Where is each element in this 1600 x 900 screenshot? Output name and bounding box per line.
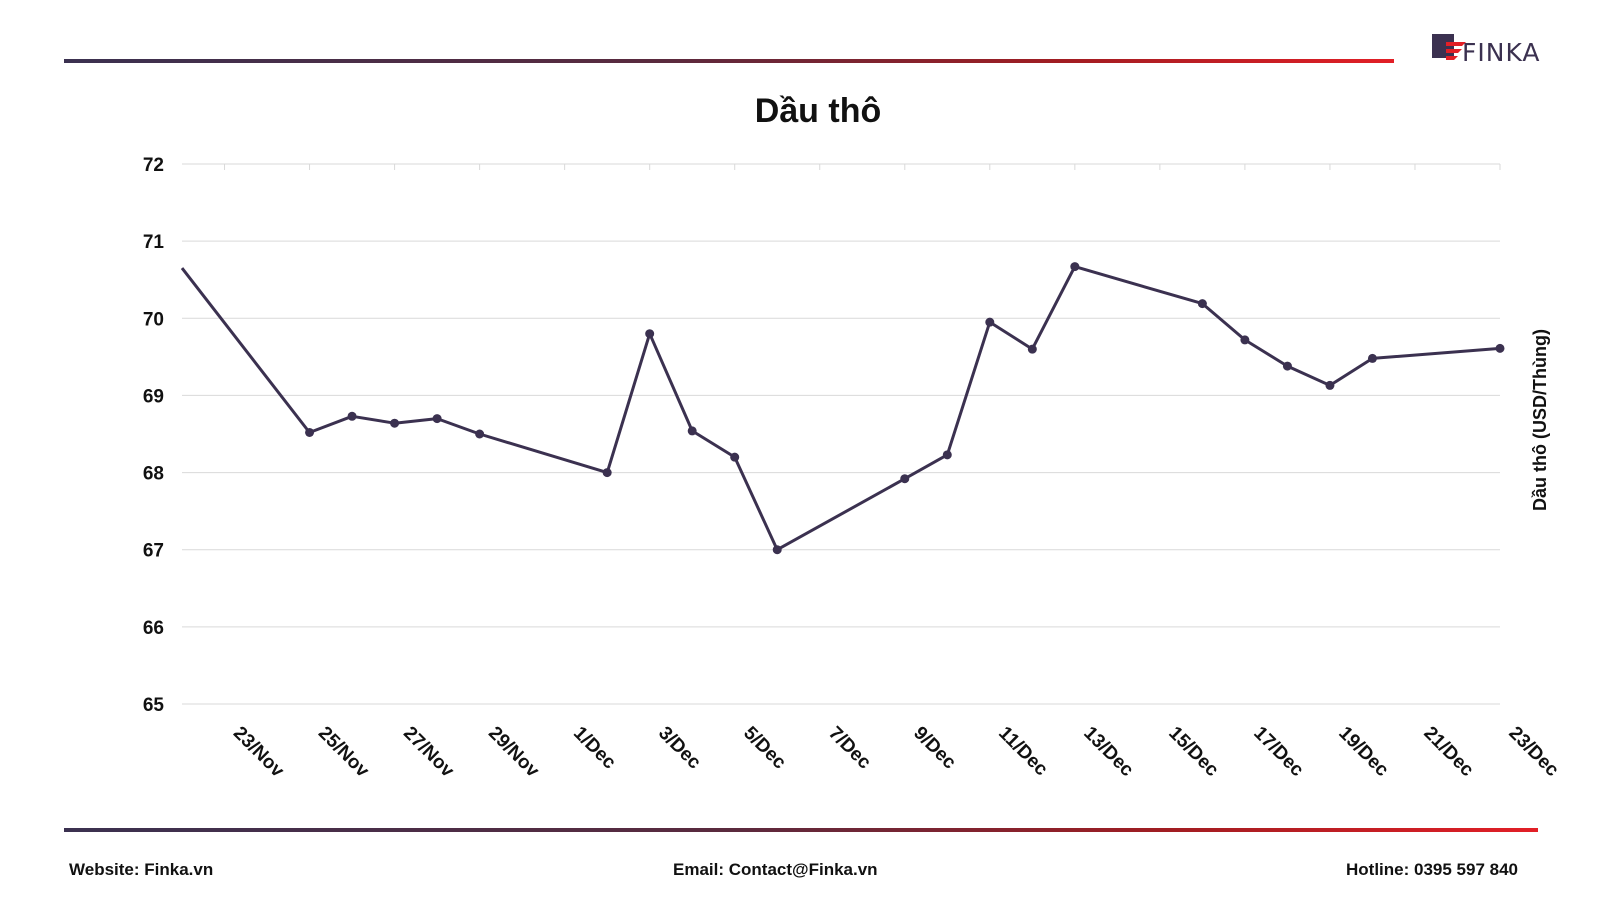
data-point xyxy=(772,545,782,555)
footer-hotline: Hotline: 0395 597 840 xyxy=(1346,860,1518,879)
data-point xyxy=(305,427,315,437)
y-tick-label: 67 xyxy=(143,541,164,562)
y-tick-label: 69 xyxy=(143,386,164,407)
line-chart: Dầu thô 65 66 67 68 69 70 71 72 23/Nov 25/Nov 27/… xyxy=(143,92,1563,782)
x-tick-label: 5/Dec xyxy=(739,723,790,774)
grid-lines xyxy=(182,163,1501,705)
data-point xyxy=(1282,361,1292,371)
x-tick-label: 25/Nov xyxy=(314,723,373,782)
data-point xyxy=(1197,299,1207,309)
data-point xyxy=(1367,353,1377,363)
data-point xyxy=(347,411,357,421)
y-tick-label: 70 xyxy=(143,309,164,330)
data-point xyxy=(475,429,485,439)
logo-text: FINKA xyxy=(1462,38,1541,67)
y-tick-label: 72 xyxy=(143,155,164,176)
x-tick-label: 9/Dec xyxy=(909,723,960,774)
x-tick-label: 23/Nov xyxy=(229,723,288,782)
footer-divider xyxy=(64,828,1538,832)
y-tick-label: 68 xyxy=(143,464,164,485)
x-tick-label: 15/Dec xyxy=(1164,723,1222,781)
data-point xyxy=(942,450,952,460)
x-tick-label: 29/Nov xyxy=(484,723,543,782)
data-point xyxy=(1325,380,1335,390)
chart-title: Dầu thô xyxy=(755,92,882,130)
y-tick-label: 66 xyxy=(143,618,164,639)
footer-email[interactable]: Email: Contact@Finka.vn xyxy=(673,860,878,879)
x-tick-label: 23/Dec xyxy=(1504,723,1562,781)
data-point xyxy=(1240,335,1250,345)
x-grid-ticks xyxy=(224,164,1501,170)
data-point xyxy=(985,317,995,327)
series-line xyxy=(180,265,1501,552)
data-point xyxy=(645,329,655,339)
data-point xyxy=(1027,344,1037,354)
data-point xyxy=(1070,262,1080,272)
x-tick-label: 21/Dec xyxy=(1419,723,1477,781)
x-tick-label: 1/Dec xyxy=(569,723,620,774)
data-points xyxy=(305,262,1505,555)
y-axis-label: Dầu thô (USD/Thùng) xyxy=(1530,329,1550,511)
data-point xyxy=(730,452,740,462)
data-point xyxy=(687,426,697,436)
data-point xyxy=(900,474,910,484)
data-point xyxy=(602,468,612,478)
data-point xyxy=(432,414,442,424)
finka-logo: FINKA xyxy=(1432,34,1554,68)
x-tick-label: 7/Dec xyxy=(824,723,875,774)
x-tick-label: 19/Dec xyxy=(1334,723,1392,781)
y-tick-label: 65 xyxy=(143,695,165,716)
x-tick-label: 27/Nov xyxy=(399,723,458,782)
finka-logo-mark-icon xyxy=(1432,34,1466,60)
y-tick-label: 71 xyxy=(143,232,165,253)
data-point xyxy=(390,418,400,428)
x-tick-label: 11/Dec xyxy=(994,723,1052,781)
x-tick-label: 17/Dec xyxy=(1249,723,1307,781)
y-axis-ticks: 65 66 67 68 69 70 71 72 xyxy=(143,155,165,716)
x-tick-label: 13/Dec xyxy=(1079,723,1137,781)
x-axis-ticks: 23/Nov 25/Nov 27/Nov 29/Nov 1/Dec 3/Dec 5/Dec 7… xyxy=(229,723,1563,782)
header-divider xyxy=(64,59,1394,63)
x-tick-label: 3/Dec xyxy=(654,723,705,774)
footer-website[interactable]: Website: Finka.vn xyxy=(69,860,214,879)
data-point xyxy=(1495,343,1505,353)
